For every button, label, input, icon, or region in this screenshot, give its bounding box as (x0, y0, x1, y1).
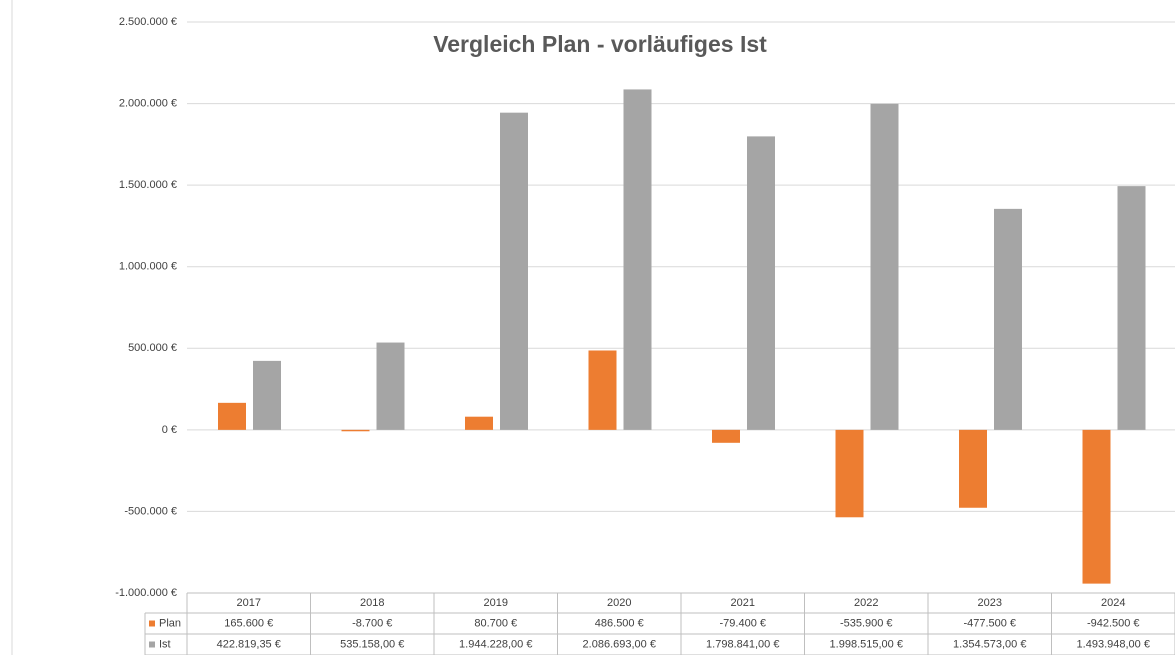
table-value: 1.493.948,00 € (1077, 638, 1150, 650)
y-tick-label: 1.500.000 € (119, 179, 177, 191)
table-value: 1.998.515,00 € (830, 638, 903, 650)
table-value: -942.500 € (1087, 617, 1140, 629)
y-tick-label: 1.000.000 € (119, 261, 177, 273)
y-tick-label: -1.000.000 € (115, 587, 177, 599)
x-tick-label: 2023 (978, 597, 1002, 609)
x-tick-label: 2024 (1101, 597, 1125, 609)
bar (341, 429, 370, 432)
table-value: 80.700 € (474, 617, 517, 629)
x-tick-label: 2022 (854, 597, 878, 609)
bar (959, 429, 987, 508)
y-tick-label: 500.000 € (128, 342, 177, 354)
y-tick-label: 0 € (162, 424, 177, 436)
legend-label: Plan (159, 617, 181, 629)
bar (1117, 186, 1146, 430)
bar (835, 429, 864, 518)
x-tick-label: 2020 (607, 597, 631, 609)
table-value: 1.354.573,00 € (953, 638, 1026, 650)
bar (623, 89, 652, 430)
bar (253, 360, 281, 430)
x-tick-label: 2017 (237, 597, 261, 609)
table-value: 486.500 € (595, 617, 644, 629)
bar (500, 112, 528, 430)
bar (1082, 429, 1111, 584)
bar (465, 416, 493, 430)
table-value: -477.500 € (963, 617, 1016, 629)
y-tick-label: -500.000 € (124, 505, 177, 517)
x-tick-label: 2019 (484, 597, 508, 609)
table-value: 535.158,00 € (340, 638, 404, 650)
table-value: -79.400 € (720, 617, 766, 629)
bar (712, 429, 740, 443)
y-tick-label: 2.000.000 € (119, 97, 177, 109)
bar (747, 136, 775, 430)
legend-swatch (149, 620, 155, 627)
table-value: 1.944.228,00 € (459, 638, 532, 650)
table-value: -8.700 € (352, 617, 392, 629)
x-tick-label: 2021 (731, 597, 755, 609)
legend-swatch (149, 641, 155, 648)
chart-title: Vergleich Plan - vorläufiges Ist (433, 31, 767, 57)
table-value: 422.819,35 € (217, 638, 281, 650)
bar (588, 350, 617, 430)
bar (994, 208, 1022, 430)
legend-label: Ist (159, 638, 171, 650)
bar (218, 402, 246, 430)
y-tick-label: 2.500.000 € (119, 16, 177, 28)
bar (376, 342, 405, 430)
table-value: -535.900 € (840, 617, 893, 629)
bar (870, 103, 899, 430)
table-value: 2.086.693,00 € (583, 638, 656, 650)
table-value: 1.798.841,00 € (706, 638, 779, 650)
table-value: 165.600 € (224, 617, 273, 629)
x-tick-label: 2018 (360, 597, 384, 609)
